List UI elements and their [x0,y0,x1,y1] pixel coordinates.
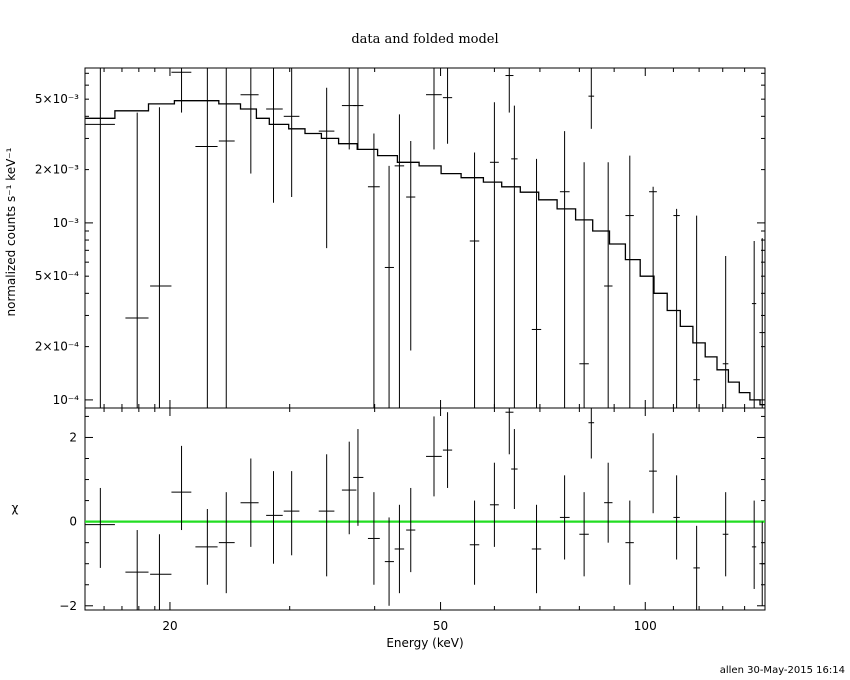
residual-point [341,441,357,535]
data-point [394,114,405,408]
data-point [588,68,595,129]
data-point [559,131,570,408]
data-point [489,102,499,408]
y-tick-label: 2×10⁻⁴ [35,340,79,354]
y-tick-label: 0 [69,515,77,529]
data-point [240,68,259,174]
residual-point [195,509,218,585]
data-point [673,208,680,408]
x-tick-label: 20 [162,619,177,633]
residual-point [367,492,380,585]
residual-point [559,475,570,560]
data-point [722,256,729,408]
model-curve [85,100,765,406]
residual-point [283,471,300,556]
data-point [511,105,518,408]
y-tick-label: 10⁻⁴ [53,393,80,407]
data-point [195,68,218,408]
residual-point [384,517,394,606]
residual-point [531,504,542,594]
top-panel: 10⁻⁴ 2×10⁻⁴ 5×10⁻⁴ 10⁻³ 2×10⁻³ 5×10⁻³ [35,67,766,409]
data-point [125,112,149,408]
data-point [759,238,765,408]
data-point [426,68,442,150]
residual-point [85,487,115,568]
data-point [505,68,514,113]
x-tick-label: 50 [433,619,448,633]
data-point [406,141,416,351]
residual-point [353,429,364,526]
data-point [442,68,453,144]
top-plot-frame [84,67,766,409]
y-tick-label: −2 [59,599,77,613]
residual-point [406,487,416,573]
residual-points [85,408,765,610]
data-point [384,165,394,408]
footer-timestamp: allen 30-May-2015 16:14 [720,665,845,676]
data-point [283,68,300,198]
data-points [85,68,765,408]
data-point [318,87,335,249]
data-point [171,68,192,113]
data-point [469,152,480,408]
data-point [604,162,613,408]
residual-point [394,504,405,594]
x-tick-label: 100 [634,619,657,633]
residual-point [625,500,634,585]
data-point [531,158,542,408]
residual-point [511,429,518,509]
residual-point [218,492,235,594]
residual-point [604,462,613,543]
residual-point [505,408,514,455]
y-tick-label: 10⁻³ [53,216,80,230]
bottom-plot-frame [84,407,766,611]
residual-panel: 20 50 100 −2 0 2 [59,407,766,633]
residual-point [266,471,283,564]
data-point [85,68,115,408]
y-tick-label: 2×10⁻³ [35,163,79,177]
data-point [751,241,757,408]
data-point [266,68,283,203]
residual-point [588,408,595,459]
y-tick-label: 2 [69,430,77,444]
x-axis-label: Energy (keV) [386,636,463,650]
y-tick-label: 5×10⁻⁴ [35,269,79,283]
residual-point [150,534,172,610]
top-y-axis-label: normalized counts s⁻¹ keV⁻¹ [4,147,18,316]
data-point [579,162,589,408]
data-point [625,155,634,408]
residual-point [426,416,442,497]
residual-point [489,462,499,547]
residual-point [693,525,700,610]
residual-point [442,412,453,488]
chart-title: data and folded model [351,32,498,47]
data-point [218,68,235,408]
residual-point [469,500,480,585]
data-point [353,68,364,150]
bottom-y-axis-label: χ [12,501,19,515]
residual-point [125,530,149,610]
y-tick-label: 5×10⁻³ [35,92,79,106]
data-point [649,186,657,408]
residual-point [751,500,757,589]
residual-point [579,492,589,577]
data-point [341,68,357,150]
data-point [693,215,700,408]
data-point [150,107,172,408]
residual-point [240,458,259,547]
data-point [367,133,380,408]
residual-point [171,445,192,531]
residual-point [318,454,335,577]
residual-point [722,492,729,577]
residual-point [673,475,680,560]
residual-point [649,433,657,514]
residual-point [759,521,765,606]
